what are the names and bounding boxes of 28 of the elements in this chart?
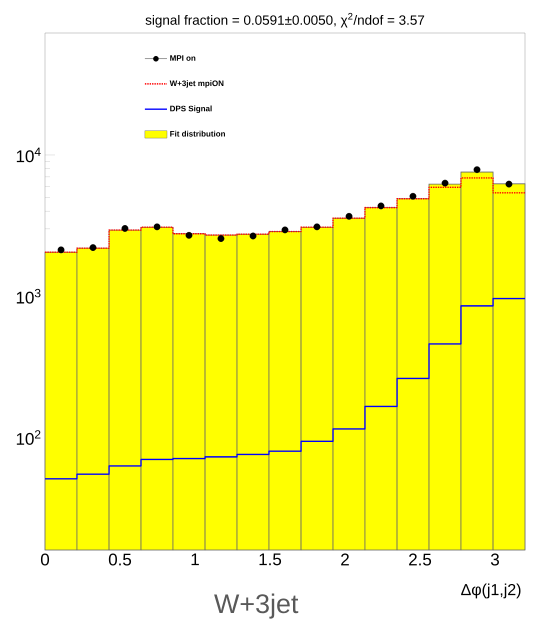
point [282,226,288,234]
point [442,180,448,187]
point [346,212,352,220]
point [58,246,64,254]
x-tick-label: 0.5 [108,554,132,566]
x-tick-label: 1.5 [260,554,282,566]
chart-title: signal fraction = 0.0591±0.0050, χ$^{2}$/ndof = 3.57 [146,12,424,28]
point [122,225,128,232]
point [506,180,512,188]
point [218,235,224,242]
y-tick-label: 10$^{4}$ [16,148,41,162]
point [90,244,96,251]
x-tick-label: 2.5 [409,554,432,566]
point [186,232,192,239]
x-tick-label: 2 [341,554,349,566]
text: W+3jet [214,594,298,619]
y-tick-label: 10$^{2}$ [16,430,40,445]
point [154,223,160,230]
x-axis-title: Δφ(j1,j2) [461,584,520,598]
point [250,232,256,240]
y-tick-label: 10$^{3}$ [16,288,40,304]
point [474,166,480,174]
x-tick-label: 3 [490,554,499,566]
point [314,223,320,230]
x-tick-label: 1 [192,554,199,566]
point [410,192,416,200]
x-tick-label: 0 [40,554,50,566]
point [378,202,384,210]
